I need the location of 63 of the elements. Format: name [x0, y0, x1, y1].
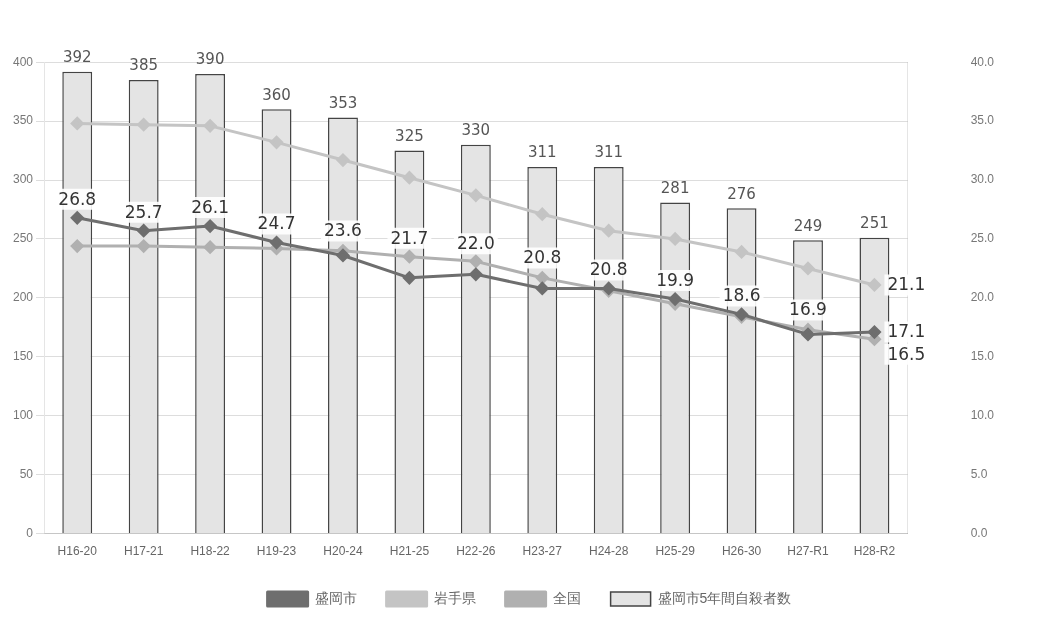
x-tick-label: H16-20 — [57, 544, 98, 559]
x-tick-label: H20-24 — [323, 544, 363, 559]
x-tick-label: H24-28 — [589, 544, 629, 559]
x-tick-label: H18-22 — [190, 544, 231, 559]
x-tick-label: H26-30 — [721, 544, 762, 559]
data-label: 24.7 — [257, 213, 296, 234]
data-label: 330 — [461, 121, 491, 140]
legend-label: 全国 — [552, 589, 581, 606]
y2-tick-label: 35.0 — [970, 113, 995, 128]
y-tick-label: 150 — [12, 349, 34, 364]
legend-label: 盛岡市5年間自殺者数 — [657, 589, 792, 606]
y-tick-label: 100 — [12, 408, 34, 423]
x-tick-label: H21-25 — [389, 544, 430, 559]
data-label: 20.8 — [589, 259, 628, 280]
data-label: 249 — [793, 216, 823, 235]
data-label: 392 — [62, 48, 92, 67]
y2-tick-label: 15.0 — [970, 349, 995, 364]
data-label: 26.1 — [191, 196, 230, 217]
x-tick-label: H27-R1 — [787, 544, 829, 559]
y2-tick-label: 5.0 — [970, 466, 988, 481]
x-tick-label: H28-R2 — [853, 544, 896, 559]
data-label: 385 — [129, 56, 158, 75]
y2-tick-label: 10.0 — [970, 408, 995, 423]
data-label: 16.5 — [887, 343, 926, 364]
data-label: 22.0 — [456, 233, 495, 254]
data-label: 311 — [594, 143, 624, 162]
data-label: 390 — [195, 50, 225, 69]
data-label: 26.8 — [58, 188, 97, 209]
y2-tick-label: 0.0 — [970, 525, 988, 540]
data-label: 281 — [660, 178, 690, 197]
data-label: 19.9 — [656, 270, 695, 290]
y2-tick-label: 30.0 — [970, 172, 995, 187]
data-label: 18.6 — [722, 285, 761, 306]
y-tick-label: 250 — [12, 231, 34, 246]
data-label: 251 — [860, 214, 889, 233]
x-tick-label: H19-23 — [256, 544, 297, 559]
data-label: 23.6 — [324, 220, 362, 241]
data-label: 16.9 — [789, 299, 827, 320]
legend-label: 盛岡市 — [314, 589, 357, 606]
x-tick-label: H23-27 — [522, 544, 563, 559]
legend-label: 岩手県 — [433, 589, 476, 606]
y2-tick-label: 20.0 — [970, 290, 995, 305]
data-label: 25.7 — [124, 201, 163, 222]
data-label: 20.8 — [523, 247, 562, 268]
y-tick-label: 200 — [12, 290, 34, 305]
y2-tick-label: 40.0 — [970, 54, 995, 69]
data-label: 276 — [727, 184, 756, 203]
data-label: 353 — [328, 93, 358, 112]
data-label: 21.1 — [887, 274, 926, 295]
y-tick-label: 350 — [12, 113, 34, 128]
y-tick-label: 50 — [19, 466, 34, 481]
y-tick-label: 0 — [26, 525, 34, 540]
y-tick-label: 300 — [12, 172, 34, 187]
data-label: 311 — [527, 143, 557, 162]
x-tick-label: H22-26 — [456, 544, 496, 559]
data-label: 360 — [262, 85, 291, 104]
x-tick-label: H25-29 — [655, 544, 696, 559]
data-label: 21.7 — [390, 227, 429, 248]
y-tick-label: 400 — [12, 54, 34, 69]
data-label: 17.1 — [887, 321, 926, 342]
y2-tick-label: 25.0 — [970, 231, 995, 246]
data-label: 325 — [395, 126, 424, 145]
x-tick-label: H17-21 — [123, 544, 164, 559]
